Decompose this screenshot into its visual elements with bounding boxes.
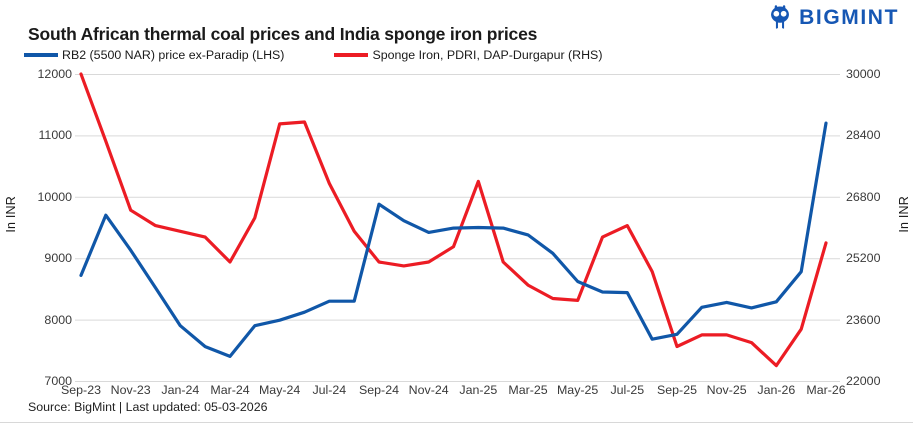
- x-axis-tick: Mar-25: [508, 383, 548, 397]
- y-axis-left-tick: 12000: [37, 67, 72, 81]
- legend-item-series-1[interactable]: Sponge Iron, PDRI, DAP-Durgapur (RHS): [334, 48, 602, 62]
- chart-legend: RB2 (5500 NAR) price ex-Paradip (LHS) Sp…: [24, 48, 602, 62]
- y-axis-left-tick: 8000: [44, 312, 72, 327]
- x-axis-tick: Jan-26: [757, 383, 796, 397]
- legend-swatch-series-1: [334, 53, 369, 57]
- y-axis-left-tick: 10000: [37, 189, 72, 204]
- y-axis-right-tick: 25200: [846, 251, 881, 266]
- x-axis-tick: Sep-24: [359, 383, 399, 397]
- x-axis-tick: Mar-24: [210, 383, 250, 397]
- source-note: Source: BigMint | Last updated: 05-03-20…: [28, 400, 268, 414]
- y-axis-right-tick: 28400: [846, 128, 881, 143]
- bigmint-logo: BIGMINT: [767, 4, 899, 30]
- x-axis-tick: May-25: [556, 383, 599, 397]
- legend-label-series-0: RB2 (5500 NAR) price ex-Paradip (LHS): [62, 48, 285, 62]
- y-axis-left-tick: 9000: [44, 251, 72, 266]
- series-line-sponge-iron: [79, 72, 828, 368]
- x-axis-tick: Sep-25: [657, 383, 697, 397]
- y-axis-left-tick: 11000: [38, 128, 72, 143]
- x-axis-tick: Jul-25: [610, 383, 645, 397]
- y-axis-right-tick: 22000: [846, 374, 881, 388]
- y-axis-left-tick: 7000: [44, 374, 72, 388]
- page-title: South African thermal coal prices and In…: [28, 24, 538, 44]
- legend-item-series-0[interactable]: RB2 (5500 NAR) price ex-Paradip (LHS): [24, 48, 284, 62]
- x-axis-tick: Sep-23: [61, 383, 101, 397]
- x-axis-tick: Nov-24: [408, 383, 449, 397]
- x-axis-tick: Nov-25: [706, 383, 747, 397]
- series-line-rb2-coal: [79, 121, 828, 358]
- legend-swatch-series-0: [24, 53, 58, 57]
- x-axis-tick: Nov-23: [110, 383, 151, 397]
- legend-label-series-1: Sponge Iron, PDRI, DAP-Durgapur (RHS): [372, 48, 603, 62]
- bigmint-logo-text: BIGMINT: [799, 5, 899, 29]
- y-axis-right-tick: 26800: [846, 189, 881, 204]
- y-axis-right-tick: 30000: [846, 67, 881, 81]
- x-axis-tick: Jul-24: [312, 383, 347, 397]
- x-axis-tick: May-24: [258, 383, 301, 397]
- x-axis-tick: Jan-25: [459, 383, 498, 397]
- bigmint-logo-icon: [771, 5, 790, 29]
- y-axis-right-tick: 23600: [846, 312, 881, 327]
- gridlines: [75, 74, 840, 382]
- x-axis-tick: Mar-26: [806, 383, 846, 397]
- x-axis-tick: Jan-24: [161, 383, 200, 397]
